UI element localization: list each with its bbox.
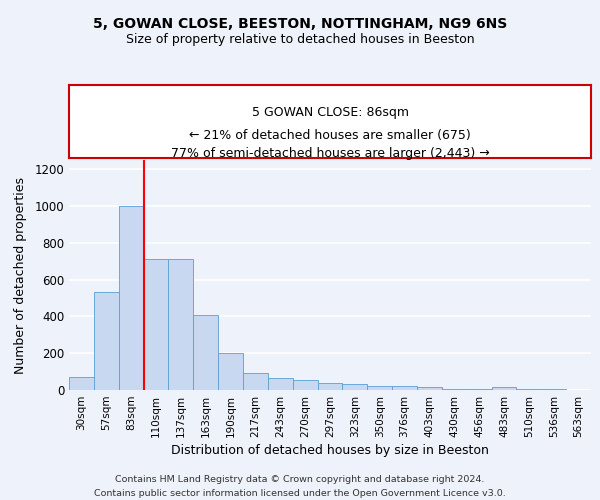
X-axis label: Distribution of detached houses by size in Beeston: Distribution of detached houses by size … (171, 444, 489, 457)
Bar (517, 389, 541, 390)
Bar (491, 387, 517, 390)
Bar (343, 384, 367, 390)
Bar (193, 314, 218, 390)
Text: ← 21% of detached houses are smaller (675): ← 21% of detached houses are smaller (67… (189, 129, 471, 142)
Text: 77% of semi-detached houses are larger (2,443) →: 77% of semi-detached houses are larger (… (170, 148, 490, 160)
Bar (119, 206, 143, 390)
Bar (392, 386, 417, 390)
Bar (94, 292, 119, 390)
Bar (243, 374, 268, 390)
Bar (367, 386, 392, 390)
Y-axis label: Number of detached properties: Number of detached properties (14, 176, 28, 374)
Bar (442, 389, 467, 390)
Bar (143, 260, 169, 390)
Text: Contains HM Land Registry data © Crown copyright and database right 2024.
Contai: Contains HM Land Registry data © Crown c… (94, 476, 506, 498)
Bar (417, 387, 442, 390)
Bar (268, 378, 293, 390)
Text: 5 GOWAN CLOSE: 86sqm: 5 GOWAN CLOSE: 86sqm (251, 106, 409, 119)
Text: Size of property relative to detached houses in Beeston: Size of property relative to detached ho… (125, 32, 475, 46)
Bar (317, 382, 343, 390)
Text: 5, GOWAN CLOSE, BEESTON, NOTTINGHAM, NG9 6NS: 5, GOWAN CLOSE, BEESTON, NOTTINGHAM, NG9… (93, 18, 507, 32)
Bar (293, 380, 317, 390)
Bar (69, 377, 94, 390)
Bar (467, 389, 491, 390)
Bar (169, 260, 193, 390)
Bar (218, 353, 243, 390)
Bar (541, 389, 566, 390)
